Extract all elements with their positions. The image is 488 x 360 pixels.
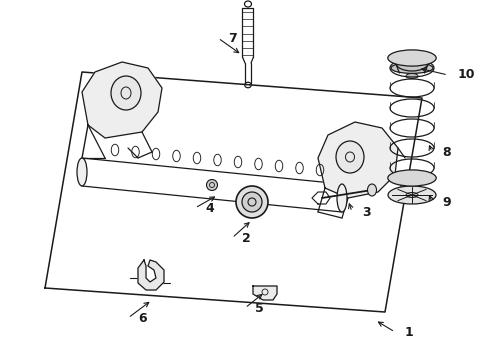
Text: 1: 1 (404, 325, 413, 338)
Polygon shape (138, 260, 163, 290)
Ellipse shape (405, 73, 417, 78)
Text: 4: 4 (204, 202, 213, 215)
Text: 2: 2 (242, 231, 250, 244)
Ellipse shape (206, 180, 217, 190)
Ellipse shape (387, 50, 435, 66)
Polygon shape (317, 122, 397, 198)
Ellipse shape (242, 192, 262, 212)
Text: 3: 3 (361, 206, 370, 219)
Ellipse shape (336, 184, 346, 212)
Ellipse shape (394, 53, 428, 71)
Text: 6: 6 (138, 311, 146, 324)
Polygon shape (82, 62, 162, 138)
Text: 5: 5 (254, 302, 263, 315)
Ellipse shape (387, 170, 435, 186)
Polygon shape (252, 286, 276, 300)
Ellipse shape (111, 76, 141, 110)
Ellipse shape (77, 158, 87, 186)
Text: 9: 9 (441, 195, 450, 208)
Ellipse shape (405, 193, 417, 198)
Text: 7: 7 (227, 31, 236, 45)
Ellipse shape (236, 186, 267, 218)
Ellipse shape (390, 63, 432, 73)
Text: 8: 8 (441, 145, 450, 158)
Ellipse shape (335, 141, 363, 173)
Ellipse shape (387, 186, 435, 204)
Text: 10: 10 (457, 68, 474, 81)
Ellipse shape (367, 184, 376, 196)
